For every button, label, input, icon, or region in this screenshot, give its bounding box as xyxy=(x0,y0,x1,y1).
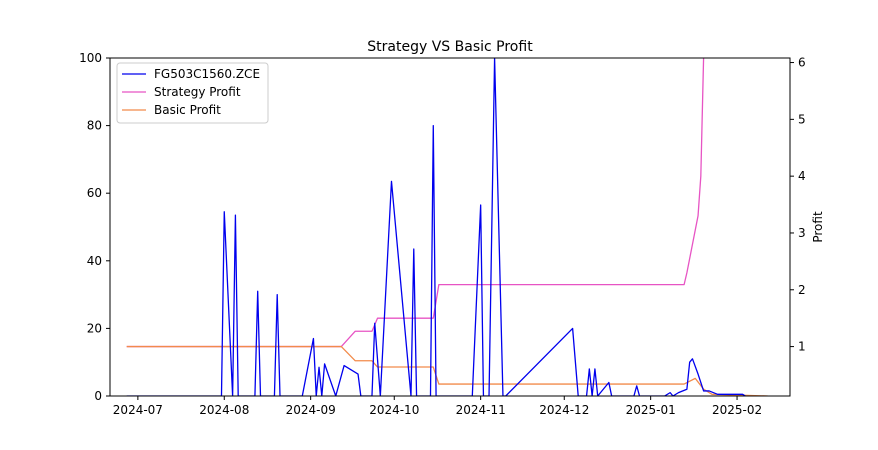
x-tick-label: 2025-02 xyxy=(712,403,762,417)
x-tick-label: 2024-11 xyxy=(456,403,506,417)
plot-frame xyxy=(109,57,791,397)
y-right-tick-label: 4 xyxy=(798,169,806,183)
y-right-tick-label: 1 xyxy=(798,340,806,354)
x-tick-label: 2024-07 xyxy=(113,403,163,417)
y-left-tick-label: 20 xyxy=(87,321,102,335)
legend-box xyxy=(116,62,269,124)
legend-label-basic: Basic Profit xyxy=(154,103,221,117)
legend-label-strategy: Strategy Profit xyxy=(154,85,241,99)
y-right-axis: 1 2 3 4 5 6 xyxy=(790,56,806,354)
y-right-tick-label: 2 xyxy=(798,283,806,297)
y-right-tick-label: 6 xyxy=(798,56,806,70)
y-left-tick-label: 40 xyxy=(87,254,102,268)
y-left-tick-label: 0 xyxy=(94,389,102,403)
right-axis-label: Profit xyxy=(811,211,825,243)
series-line-basic-profit xyxy=(126,345,768,396)
series-layer xyxy=(126,58,768,396)
y-right-tick-label: 3 xyxy=(798,226,806,240)
series-line-fg503c1560 xyxy=(126,58,746,396)
x-tick-label: 2024-10 xyxy=(369,403,419,417)
y-left-axis: 0 20 40 60 80 100 xyxy=(79,51,110,403)
x-axis: 2024-07 2024-08 2024-09 2024-10 2024-11 2024-… xyxy=(113,396,762,417)
plot-area xyxy=(109,57,791,397)
x-tick-label: 2024-08 xyxy=(199,403,249,417)
series-line-strategy-profit xyxy=(126,58,705,348)
y-right-tick-label: 5 xyxy=(798,112,806,126)
x-tick-label: 2024-09 xyxy=(286,403,336,417)
x-tick-label: 2025-01 xyxy=(626,403,676,417)
legend: FG503C1560.ZCE Strategy Profit Basic Pro… xyxy=(116,62,269,124)
y-left-tick-label: 60 xyxy=(87,186,102,200)
x-tick-label: 2024-12 xyxy=(539,403,589,417)
legend-label-fg: FG503C1560.ZCE xyxy=(154,67,260,81)
chart-title: Strategy VS Basic Profit xyxy=(367,39,533,55)
y-left-tick-label: 100 xyxy=(79,51,102,65)
y-left-tick-label: 80 xyxy=(87,119,102,133)
